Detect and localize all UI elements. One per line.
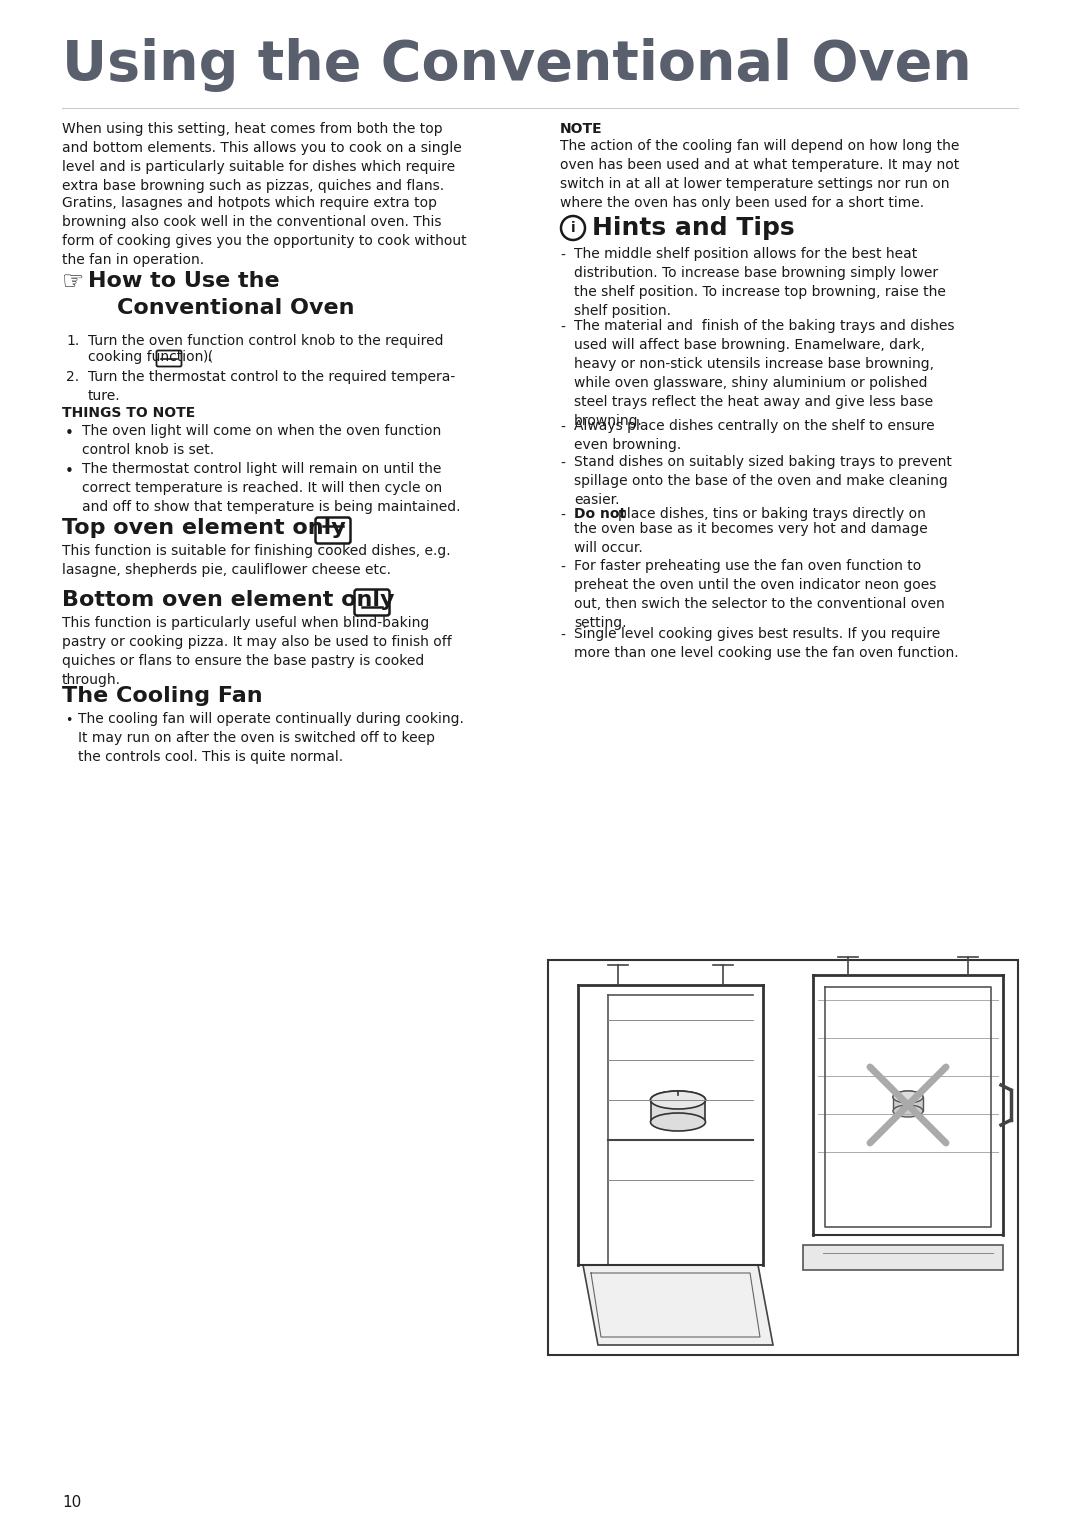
- Text: 2.: 2.: [66, 370, 79, 384]
- Text: Gratins, lasagnes and hotpots which require extra top
browning also cook well in: Gratins, lasagnes and hotpots which requ…: [62, 196, 467, 267]
- Text: -: -: [561, 249, 565, 263]
- FancyBboxPatch shape: [354, 590, 390, 616]
- Text: When using this setting, heat comes from both the top
and bottom elements. This : When using this setting, heat comes from…: [62, 122, 462, 193]
- Bar: [651, 1100, 705, 1122]
- Text: -: -: [561, 321, 565, 335]
- Text: This function is suitable for finishing cooked dishes, e.g.
lasagne, shepherds p: This function is suitable for finishing …: [62, 544, 450, 578]
- Text: Conventional Oven: Conventional Oven: [117, 298, 354, 318]
- Text: Do not: Do not: [573, 507, 626, 521]
- Text: Turn the oven function control knob to the required: Turn the oven function control knob to t…: [87, 335, 444, 348]
- Ellipse shape: [650, 1091, 705, 1109]
- Text: -: -: [561, 509, 565, 523]
- Text: The cooling fan will operate continually during cooking.
It may run on after the: The cooling fan will operate continually…: [78, 712, 464, 764]
- Ellipse shape: [893, 1091, 923, 1103]
- FancyBboxPatch shape: [157, 350, 181, 367]
- Text: ☞: ☞: [62, 270, 84, 293]
- Bar: [893, 1097, 923, 1111]
- Text: •: •: [65, 426, 73, 442]
- Text: the oven base as it becomes very hot and damage
will occur.: the oven base as it becomes very hot and…: [573, 523, 928, 555]
- Text: Using the Conventional Oven: Using the Conventional Oven: [62, 38, 972, 92]
- Text: i: i: [570, 222, 576, 235]
- Text: 1.: 1.: [66, 335, 79, 348]
- FancyBboxPatch shape: [315, 518, 351, 544]
- Text: -: -: [561, 422, 565, 435]
- Text: -: -: [561, 630, 565, 643]
- Text: For faster preheating use the fan oven function to
preheat the oven until the ov: For faster preheating use the fan oven f…: [573, 559, 945, 630]
- Text: The oven light will come on when the oven function
control knob is set.: The oven light will come on when the ove…: [82, 423, 442, 457]
- Text: •: •: [65, 465, 73, 478]
- Text: Single level cooking gives best results. If you require
more than one level cook: Single level cooking gives best results.…: [573, 626, 959, 660]
- Text: 10: 10: [62, 1494, 81, 1510]
- Polygon shape: [583, 1265, 773, 1345]
- Ellipse shape: [893, 1091, 923, 1103]
- Text: ).: ).: [203, 350, 213, 364]
- Text: The action of the cooling fan will depend on how long the
oven has been used and: The action of the cooling fan will depen…: [561, 139, 959, 209]
- Text: Top oven element only: Top oven element only: [62, 518, 346, 538]
- Text: Hints and Tips: Hints and Tips: [592, 215, 795, 240]
- Text: How to Use the: How to Use the: [87, 270, 280, 290]
- Polygon shape: [804, 1245, 1003, 1270]
- Text: cooking function (: cooking function (: [87, 350, 213, 364]
- Bar: [548, 960, 1018, 1355]
- Text: The middle shelf position allows for the best heat
distribution. To increase bas: The middle shelf position allows for the…: [573, 248, 946, 318]
- Text: Turn the thermostat control to the required tempera-
ture.: Turn the thermostat control to the requi…: [87, 370, 456, 403]
- Text: THINGS TO NOTE: THINGS TO NOTE: [62, 406, 195, 420]
- Text: •: •: [65, 714, 72, 727]
- Text: -: -: [561, 457, 565, 471]
- Ellipse shape: [650, 1091, 705, 1109]
- Text: Always place dishes centrally on the shelf to ensure
even browning.: Always place dishes centrally on the she…: [573, 419, 934, 452]
- Text: The thermostat control light will remain on until the
correct temperature is rea: The thermostat control light will remain…: [82, 461, 460, 513]
- Text: This function is particularly useful when blind-baking
pastry or cooking pizza. : This function is particularly useful whe…: [62, 616, 451, 688]
- Text: -: -: [561, 561, 565, 575]
- Ellipse shape: [893, 1105, 923, 1117]
- Text: The material and  finish of the baking trays and dishes
used will affect base br: The material and finish of the baking tr…: [573, 319, 955, 428]
- Text: Bottom oven element only: Bottom oven element only: [62, 590, 394, 610]
- Text: NOTE: NOTE: [561, 122, 603, 136]
- Text: place dishes, tins or baking trays directly on: place dishes, tins or baking trays direc…: [618, 507, 926, 521]
- Ellipse shape: [650, 1112, 705, 1131]
- Text: The Cooling Fan: The Cooling Fan: [62, 686, 262, 706]
- Text: Stand dishes on suitably sized baking trays to prevent
spillage onto the base of: Stand dishes on suitably sized baking tr…: [573, 455, 951, 507]
